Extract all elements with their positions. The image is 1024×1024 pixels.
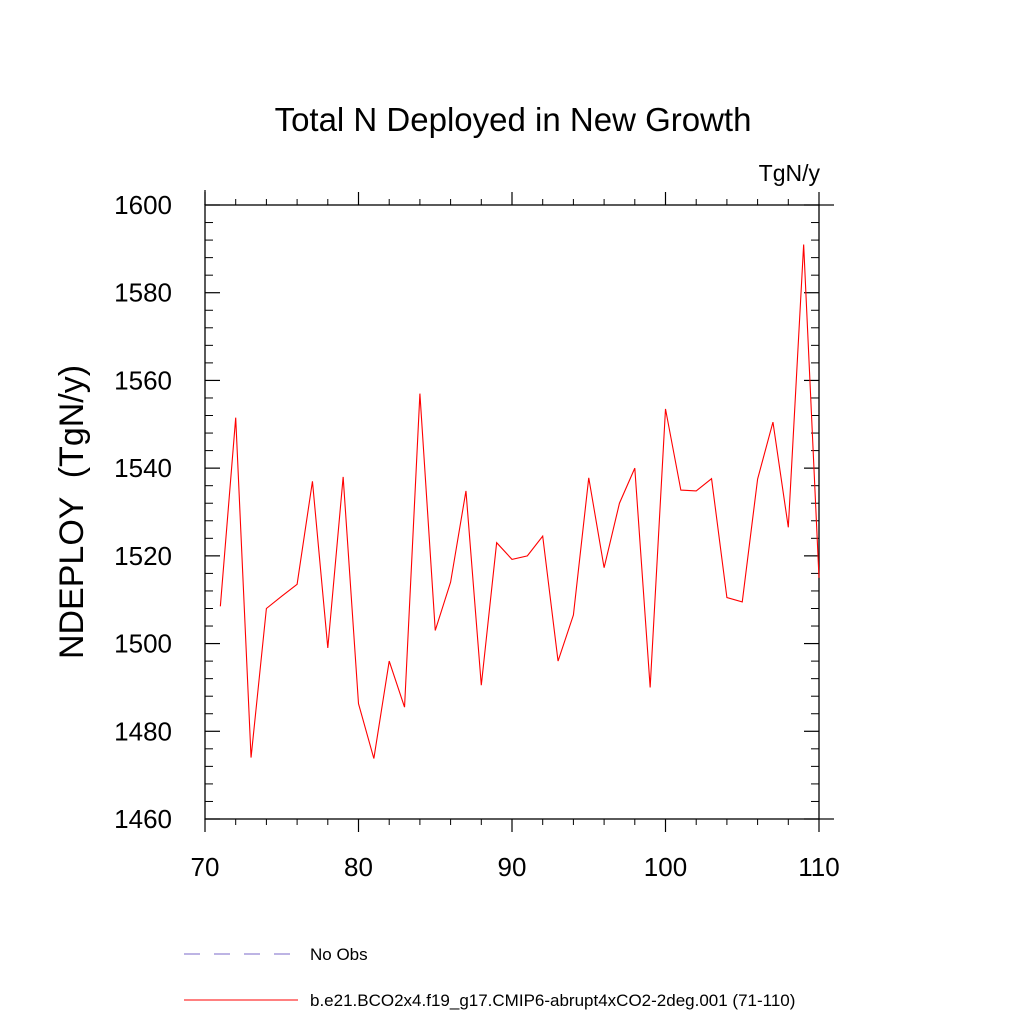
y-tick-label: 1520 — [114, 541, 172, 571]
legend-label: b.e21.BCO2x4.f19_g17.CMIP6-abrupt4xCO2-2… — [310, 991, 795, 1010]
chart-title: Total N Deployed in New Growth — [275, 101, 752, 138]
y-tick-label: 1500 — [114, 629, 172, 659]
tick-labels: 70 80 90 100 110 1460 1480 1500 1520 1540 1560 1580… — [114, 190, 840, 882]
x-tick-label: 70 — [191, 852, 220, 882]
y-tick-label: 1480 — [114, 716, 172, 746]
y-axis-label: NDEPLOY (TgN/y) — [53, 365, 91, 659]
units-label: TgN/y — [759, 160, 821, 186]
x-tick-label: 100 — [644, 852, 687, 882]
y-tick-label: 1540 — [114, 453, 172, 483]
y-tick-label: 1460 — [114, 804, 172, 834]
legend: No Obs b.e21.BCO2x4.f19_g17.CMIP6-abrupt4… — [184, 945, 795, 1010]
series-line — [219, 244, 820, 759]
axis-ticks — [204, 190, 834, 832]
series-group — [219, 244, 820, 759]
legend-label: No Obs — [310, 945, 368, 964]
plot-frame — [204, 204, 820, 820]
y-tick-label: 1600 — [114, 190, 172, 220]
y-tick-label: 1580 — [114, 278, 172, 308]
y-tick-label: 1560 — [114, 365, 172, 395]
x-tick-label: 80 — [344, 852, 373, 882]
x-tick-label: 90 — [498, 852, 527, 882]
x-tick-label: 110 — [798, 852, 839, 882]
